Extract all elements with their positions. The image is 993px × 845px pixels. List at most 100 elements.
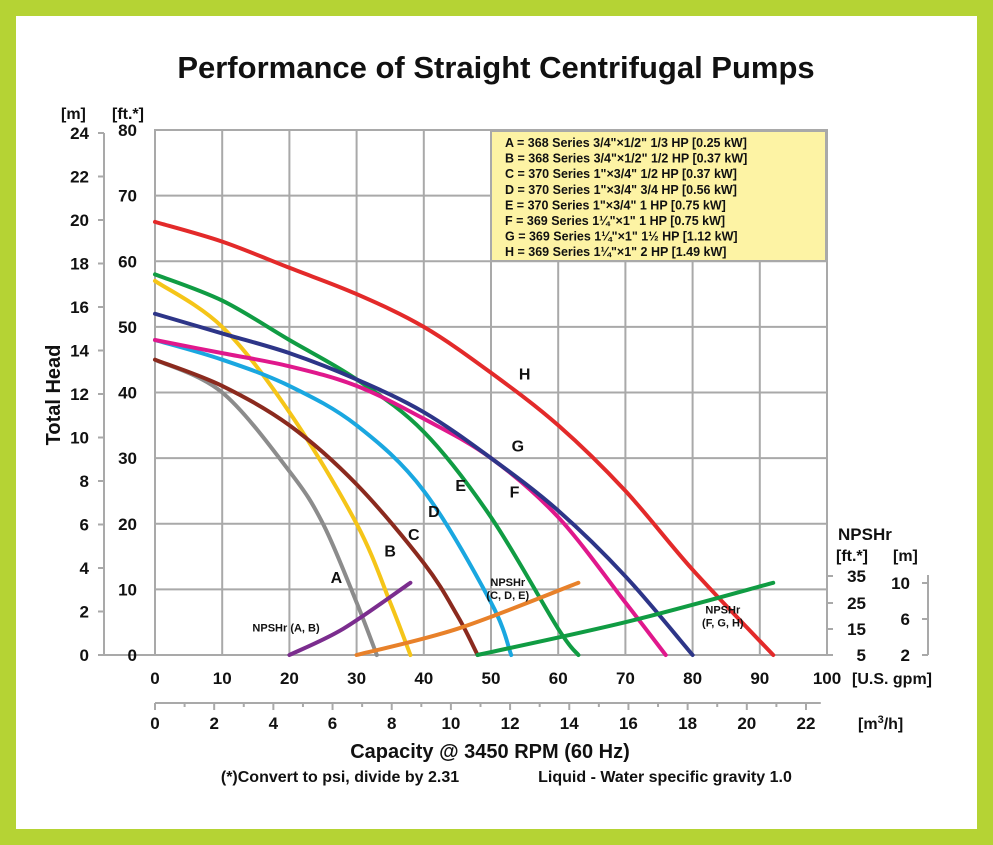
y-unit-ft: [ft.*]: [112, 106, 144, 123]
curve-d: [153, 338, 514, 657]
y-m-tick-label: 4: [80, 559, 90, 578]
x-gpm-tick-label: 60: [549, 669, 568, 688]
x-m3h-tick-label: 16: [619, 714, 638, 733]
y-ft-tick-label: 50: [118, 318, 137, 337]
x-gpm-tick-label: 40: [414, 669, 433, 688]
x-axis-label: Capacity @ 3450 RPM (60 Hz): [350, 741, 630, 763]
y-ft-tick-label: 30: [118, 449, 137, 468]
curve-a: [153, 357, 379, 657]
npsh-label: (C, D, E): [486, 590, 529, 602]
y-ft-tick-label: 70: [118, 187, 137, 206]
curve-h: [153, 219, 776, 657]
curve-label: C: [408, 527, 420, 544]
y-m-tick-label: 16: [70, 298, 89, 317]
curve-label: E: [455, 478, 466, 495]
y-ft-tick-label: 60: [118, 252, 137, 271]
x-m3h-tick-label: 22: [797, 714, 816, 733]
curve-g: [153, 311, 695, 657]
curve-e: [153, 272, 581, 657]
npsh-curves: NPSHr (A, B)NPSHr(C, D, E)NPSHr(F, G, H): [252, 577, 776, 657]
npsh-curve: [287, 580, 413, 657]
y-m-tick-label: 22: [70, 168, 89, 187]
x-m3h-tick-label: 6: [328, 714, 337, 733]
legend-entry: E = 370 Series 1"×3/4" 1 HP [0.75 kW]: [505, 198, 726, 212]
npsh-unit-ft: [ft.*]: [836, 548, 868, 565]
x-unit-gpm: [U.S. gpm]: [852, 671, 932, 688]
curve-label: A: [331, 570, 343, 587]
npsh-label: (F, G, H): [702, 618, 744, 630]
npsh-unit-m: [m]: [893, 548, 918, 565]
npsh-curve: [475, 580, 776, 657]
legend-entry: C = 370 Series 1"×3/4" 1/2 HP [0.37 kW]: [505, 167, 737, 181]
y-m-tick-label: 10: [70, 429, 89, 448]
y-ft-tick-label: 10: [118, 580, 137, 599]
x-m3h-tick-label: 18: [678, 714, 697, 733]
y-m-tick-label: 0: [80, 646, 89, 665]
x-gpm-tick-label: 20: [280, 669, 299, 688]
x-gpm-tick-label: 100: [813, 669, 841, 688]
footer-liquid: Liquid - Water specific gravity 1.0: [538, 769, 792, 786]
x-gpm-tick-label: 10: [213, 669, 232, 688]
x-m3h-tick-label: 20: [737, 714, 756, 733]
y-ft-tick-label: 0: [128, 646, 137, 665]
x-gpm-tick-label: 90: [750, 669, 769, 688]
y-m-tick-label: 12: [70, 385, 89, 404]
legend-entry: F = 369 Series 1¼"×1" 1 HP [0.75 kW]: [505, 214, 725, 228]
x-gpm-tick-label: 0: [150, 669, 159, 688]
curve-label: B: [384, 544, 396, 561]
y-m-tick-label: 2: [80, 603, 89, 622]
npsh-ft-tick-label: 15: [847, 620, 866, 639]
npsh-m-tick-label: 6: [901, 610, 910, 629]
x-m3h-tick-label: 8: [387, 714, 396, 733]
npsh-m-tick-label: 2: [901, 646, 910, 665]
legend-entry: B = 368 Series 3/4"×1/2" 1/2 HP [0.37 kW…: [505, 152, 747, 166]
curve-label: G: [512, 439, 524, 456]
x-m3h-tick-label: 4: [269, 714, 279, 733]
y-m-tick-label: 20: [70, 211, 89, 230]
y-ft-tick-label: 80: [118, 121, 137, 140]
x-gpm-tick-label: 50: [482, 669, 501, 688]
npsh-label: NPSHr: [490, 577, 526, 589]
x-m3h-tick-label: 14: [560, 714, 579, 733]
x-m3h-tick-label: 10: [441, 714, 460, 733]
y-m-tick-label: 18: [70, 255, 89, 274]
y-m-tick-label: 14: [70, 342, 89, 361]
x-gpm-tick-label: 80: [683, 669, 702, 688]
x-m3h-tick-label: 2: [209, 714, 218, 733]
npsh-m-tick-label: 10: [891, 574, 910, 593]
x-gpm-tick-label: 70: [616, 669, 635, 688]
legend-entry: H = 369 Series 1¼"×1" 2 HP [1.49 kW]: [505, 245, 726, 259]
x-gpm-tick-label: 30: [347, 669, 366, 688]
y-axis-label: Total Head: [43, 345, 65, 446]
npsh-title: NPSHr: [838, 525, 892, 544]
legend: A = 368 Series 3/4"×1/2" 1/3 HP [0.25 kW…: [490, 130, 827, 262]
legend-entry: A = 368 Series 3/4"×1/2" 1/3 HP [0.25 kW…: [505, 136, 747, 150]
curve-f: [153, 338, 668, 657]
npsh-label: NPSHr (A, B): [252, 622, 320, 634]
curve-b: [153, 278, 413, 657]
curve-label: D: [428, 504, 440, 521]
y-m-tick-label: 8: [80, 472, 89, 491]
y-m-tick-label: 24: [70, 124, 89, 143]
npsh-ft-tick-label: 25: [847, 594, 866, 613]
grid: [154, 129, 828, 656]
curve-label: F: [510, 485, 520, 502]
y-ft-tick-label: 20: [118, 515, 137, 534]
npsh-label: NPSHr: [705, 605, 741, 617]
legend-entry: G = 369 Series 1¼"×1" 1½ HP [1.12 kW]: [505, 230, 738, 244]
curve-c: [153, 357, 480, 657]
x-unit-m3h: [m3/h]: [858, 714, 903, 733]
npsh-ft-tick-label: 5: [857, 646, 866, 665]
y-unit-m: [m]: [61, 106, 86, 123]
x-m3h-tick-label: 12: [501, 714, 520, 733]
npsh-ft-tick-label: 35: [847, 567, 866, 586]
footer-note: (*)Convert to psi, divide by 2.31: [221, 769, 459, 786]
legend-entry: D = 370 Series 1"×3/4" 3/4 HP [0.56 kW]: [505, 183, 737, 197]
curve-label: H: [519, 366, 531, 383]
y-ft-tick-label: 40: [118, 384, 137, 403]
chart-title: Performance of Straight Centrifugal Pump…: [177, 50, 814, 85]
y-m-tick-label: 6: [80, 516, 89, 535]
